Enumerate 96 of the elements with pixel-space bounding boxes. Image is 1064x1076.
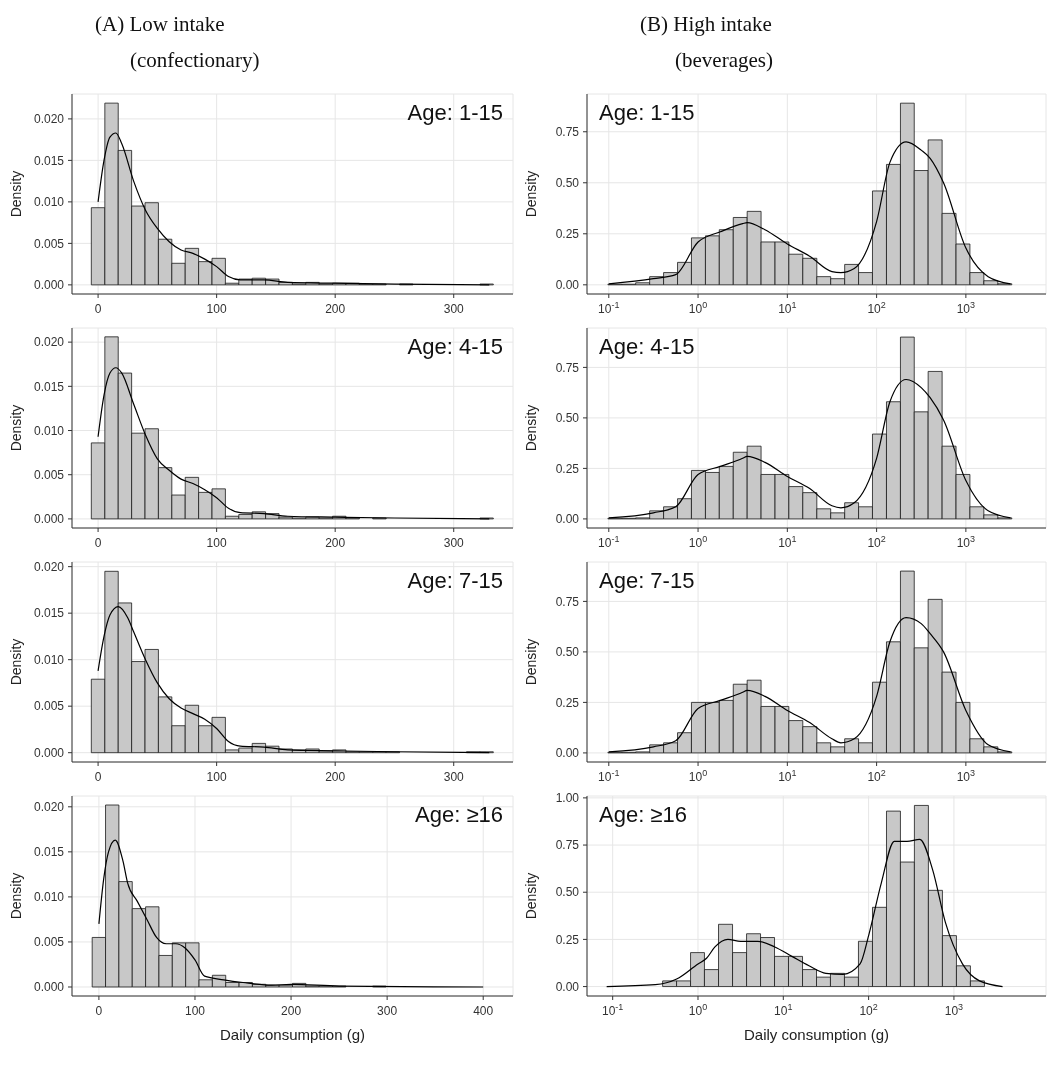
y-tick-label: 0.015 xyxy=(33,606,65,621)
y-tick-label: 0.75 xyxy=(555,360,580,375)
y-tick-label: 0.000 xyxy=(33,980,65,995)
y-axis-title: Density xyxy=(7,638,24,686)
y-axis-title: Density xyxy=(7,872,24,920)
y-tick-label: 0.00 xyxy=(555,979,580,994)
y-axis-title: Density xyxy=(7,404,24,452)
x-tick-label: 10$^{-1}$ xyxy=(601,1001,624,1018)
y-tick-label: 0.000 xyxy=(33,745,65,760)
y-tick-label: 0.000 xyxy=(33,512,65,527)
x-tick-label: 10$^{1}$ xyxy=(774,1001,793,1018)
annotation: Age: 7-15 xyxy=(599,568,695,594)
x-tick-label: 0 xyxy=(95,1003,103,1018)
y-axis-title: Density xyxy=(522,170,539,218)
chart-title: (B) High intake xyxy=(640,12,773,38)
annotation: Age: ≥16 xyxy=(599,802,687,828)
x-tick-label: 10$^{1}$ xyxy=(778,299,797,316)
y-tick-label: 0.020 xyxy=(33,800,65,815)
x-tick-label: 100 xyxy=(206,301,227,316)
y-tick-label: 0.015 xyxy=(33,153,65,168)
y-tick-label: 0.25 xyxy=(555,461,580,476)
y-tick-label: 0.25 xyxy=(555,932,580,947)
x-tick-label: 300 xyxy=(443,535,465,550)
x-tick-label: 200 xyxy=(325,535,346,550)
x-tick-label: 10$^{-1}$ xyxy=(598,767,620,784)
y-tick-label: 0.010 xyxy=(33,890,65,905)
y-tick-label: 0.005 xyxy=(33,467,65,482)
x-tick-label: 10$^{0}$ xyxy=(688,533,708,550)
y-tick-label: 0.25 xyxy=(555,695,580,710)
x-tick-label: 10$^{0}$ xyxy=(688,1001,708,1018)
x-tick-label: 0 xyxy=(94,301,102,316)
annotation: Age: ≥16 xyxy=(415,802,503,828)
x-tick-label: 400 xyxy=(473,1003,494,1018)
y-tick-label: 0.00 xyxy=(555,746,580,761)
x-tick-label: 100 xyxy=(206,535,227,550)
y-tick-label: 0.010 xyxy=(33,423,65,438)
x-tick-label: 10$^{2}$ xyxy=(867,767,886,784)
x-axis-title: Daily consumption (g) xyxy=(743,1026,890,1043)
x-axis-title: Daily consumption (g) xyxy=(219,1026,366,1043)
y-tick-label: 0.020 xyxy=(33,559,65,574)
x-tick-label: 100 xyxy=(184,1003,206,1018)
x-tick-label: 0 xyxy=(94,769,102,784)
y-tick-label: 0.50 xyxy=(555,411,580,426)
y-tick-label: 0.00 xyxy=(555,278,580,293)
x-tick-label: 10$^{3}$ xyxy=(944,1001,964,1018)
annotation: Age: 7-15 xyxy=(407,568,503,594)
y-tick-label: 1.00 xyxy=(555,791,580,806)
x-tick-label: 300 xyxy=(443,301,465,316)
y-tick-label: 0.00 xyxy=(555,512,580,527)
y-tick-label: 0.50 xyxy=(555,885,580,900)
x-tick-label: 300 xyxy=(443,769,465,784)
x-tick-label: 10$^{0}$ xyxy=(688,767,708,784)
x-tick-label: 100 xyxy=(206,769,227,784)
y-tick-label: 0.005 xyxy=(33,236,65,251)
y-tick-label: 0.020 xyxy=(33,335,65,350)
y-axis-title: Density xyxy=(522,872,539,920)
x-tick-label: 10$^{1}$ xyxy=(778,533,797,550)
chart-subtitle: (beverages) xyxy=(674,48,774,73)
x-tick-label: 10$^{1}$ xyxy=(778,767,797,784)
y-tick-label: 0.010 xyxy=(33,195,65,210)
x-tick-label: 300 xyxy=(377,1003,398,1018)
x-tick-label: 10$^{2}$ xyxy=(867,299,886,316)
x-tick-label: 10$^{-1}$ xyxy=(598,533,620,550)
y-tick-label: 0.000 xyxy=(33,278,65,293)
y-tick-label: 0.50 xyxy=(555,175,580,190)
x-tick-label: 10$^{3}$ xyxy=(956,767,976,784)
x-tick-label: 10$^{3}$ xyxy=(956,533,976,550)
x-tick-label: 10$^{2}$ xyxy=(859,1001,878,1018)
annotation: Age: 1-15 xyxy=(407,100,503,126)
y-tick-label: 0.25 xyxy=(555,227,580,241)
y-tick-label: 0.020 xyxy=(33,112,65,127)
y-tick-label: 0.50 xyxy=(555,645,580,660)
y-axis-title: Density xyxy=(522,638,539,686)
annotation: Age: 4-15 xyxy=(599,334,695,360)
y-axis-title: Density xyxy=(7,170,24,218)
y-axis-title: Density xyxy=(522,404,539,452)
y-tick-label: 0.010 xyxy=(33,652,65,667)
x-tick-label: 200 xyxy=(325,301,346,316)
y-tick-label: 0.015 xyxy=(33,845,65,860)
y-tick-label: 0.75 xyxy=(555,594,580,609)
y-tick-label: 0.005 xyxy=(33,935,65,950)
x-tick-label: 10$^{2}$ xyxy=(867,533,886,550)
y-tick-label: 0.75 xyxy=(555,838,580,853)
y-tick-label: 0.005 xyxy=(33,699,65,714)
y-tick-label: 0.75 xyxy=(555,124,580,139)
x-tick-label: 200 xyxy=(325,769,346,784)
annotation: Age: 1-15 xyxy=(599,100,695,126)
chart-subtitle: (confectionary) xyxy=(129,48,261,73)
x-tick-label: 200 xyxy=(281,1003,302,1018)
y-tick-label: 0.015 xyxy=(33,379,65,394)
x-tick-label: 10$^{3}$ xyxy=(956,299,976,316)
annotation: Age: 4-15 xyxy=(407,334,503,360)
x-tick-label: 10$^{-1}$ xyxy=(598,299,620,316)
chart-title: (A) Low intake xyxy=(95,12,226,38)
x-tick-label: 10$^{0}$ xyxy=(688,299,708,316)
x-tick-label: 0 xyxy=(94,535,102,550)
